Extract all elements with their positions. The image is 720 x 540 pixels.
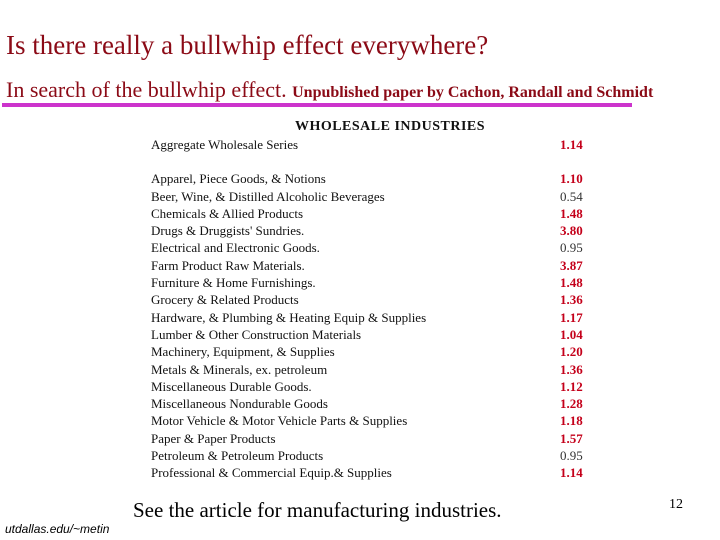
- industry-rows: Apparel, Piece Goods, & Notions 1.10 Beer,…: [150, 170, 590, 481]
- table-row: Miscellaneous Durable Goods. 1.12: [150, 378, 590, 395]
- table-row: Motor Vehicle & Motor Vehicle Parts & Su…: [150, 412, 590, 429]
- subtitle-main: In search of the bullwhip effect.: [6, 77, 287, 102]
- row-value: 1.04: [560, 326, 583, 342]
- table-row: Drugs & Druggists' Sundries. 3.80: [150, 222, 590, 239]
- row-name: Electrical and Electronic Goods.: [151, 240, 320, 256]
- table-row: Electrical and Electronic Goods. 0.95: [150, 239, 590, 256]
- row-value: 1.57: [560, 430, 583, 446]
- row-name: Miscellaneous Nondurable Goods: [151, 396, 328, 412]
- table-row: Metals & Minerals, ex. petroleum 1.36: [150, 361, 590, 378]
- table-row: Furniture & Home Furnishings. 1.48: [150, 274, 590, 291]
- row-name: Lumber & Other Construction Materials: [151, 326, 362, 342]
- aggregate-row: Aggregate Wholesale Series 1.14: [150, 136, 590, 153]
- row-value: 1.28: [560, 396, 583, 412]
- table-row: Farm Product Raw Materials. 3.87: [150, 257, 590, 274]
- table-row: Machinery, Equipment, & Supplies 1.20: [150, 343, 590, 360]
- row-value: 1.17: [560, 309, 583, 325]
- row-name: Motor Vehicle & Motor Vehicle Parts & Su…: [151, 413, 408, 429]
- row-value: 1.14: [560, 465, 583, 481]
- credit-text: utdallas.edu/~metin: [5, 522, 110, 536]
- row-value: 1.20: [560, 344, 583, 360]
- page-number: 12: [669, 497, 683, 512]
- row-value: 3.87: [560, 257, 583, 273]
- row-name: Petroleum & Petroleum Products: [151, 448, 324, 464]
- row-value: 3.80: [560, 223, 583, 239]
- row-value: 1.14: [560, 137, 583, 152]
- row-name: Furniture & Home Furnishings.: [151, 275, 316, 291]
- slide-subtitle: In search of the bullwhip effect. Unpubl…: [6, 77, 653, 103]
- title-divider: [2, 103, 632, 107]
- row-name: Grocery & Related Products: [151, 292, 299, 308]
- table-heading: WHOLESALE INDUSTRIES: [294, 119, 486, 134]
- row-value: 1.36: [560, 361, 583, 377]
- table-row: Beer, Wine, & Distilled Alcoholic Bevera…: [150, 188, 590, 205]
- row-value: 0.54: [560, 188, 583, 204]
- row-name: Professional & Commercial Equip.& Suppli…: [151, 465, 392, 481]
- row-name: Miscellaneous Durable Goods.: [151, 378, 312, 394]
- table-row: Chemicals & Allied Products 1.48: [150, 205, 590, 222]
- row-name: Beer, Wine, & Distilled Alcoholic Bevera…: [151, 188, 385, 204]
- row-name: Paper & Paper Products: [151, 430, 276, 446]
- wholesale-table: WHOLESALE INDUSTRIES Aggregate Wholesale…: [150, 120, 590, 482]
- table-row: Lumber & Other Construction Materials 1.0…: [150, 326, 590, 343]
- table-row: Miscellaneous Nondurable Goods 1.28: [150, 395, 590, 412]
- row-value: 1.10: [560, 171, 583, 187]
- row-name: Chemicals & Allied Products: [151, 205, 304, 221]
- row-name: Hardware, & Plumbing & Heating Equip & S…: [151, 309, 427, 325]
- row-name: Farm Product Raw Materials.: [151, 257, 305, 273]
- row-name: Apparel, Piece Goods, & Notions: [151, 171, 326, 187]
- row-name: Metals & Minerals, ex. petroleum: [151, 361, 328, 377]
- row-value: 1.48: [560, 275, 583, 291]
- table-row: Professional & Commercial Equip.& Suppli…: [150, 464, 590, 481]
- row-value: 1.48: [560, 205, 583, 221]
- row-value: 1.36: [560, 292, 583, 308]
- row-name: Machinery, Equipment, & Supplies: [151, 344, 335, 360]
- table-row: Petroleum & Petroleum Products 0.95: [150, 447, 590, 464]
- row-value: 0.95: [560, 240, 583, 256]
- row-name: Aggregate Wholesale Series: [151, 137, 299, 152]
- row-name: Drugs & Druggists' Sundries.: [151, 223, 305, 239]
- footer-note: See the article for manufacturing indust…: [133, 498, 502, 522]
- table-row: Hardware, & Plumbing & Heating Equip & S…: [150, 309, 590, 326]
- table-row: Grocery & Related Products 1.36: [150, 291, 590, 308]
- table-row: Apparel, Piece Goods, & Notions 1.10: [150, 170, 590, 187]
- slide-title: Is there really a bullwhip effect everyw…: [6, 30, 489, 60]
- row-value: 1.12: [560, 378, 583, 394]
- table-row: Paper & Paper Products 1.57: [150, 430, 590, 447]
- subtitle-note: Unpublished paper by Cachon, Randall and…: [292, 84, 654, 101]
- row-value: 0.95: [560, 448, 583, 464]
- row-value: 1.18: [560, 413, 583, 429]
